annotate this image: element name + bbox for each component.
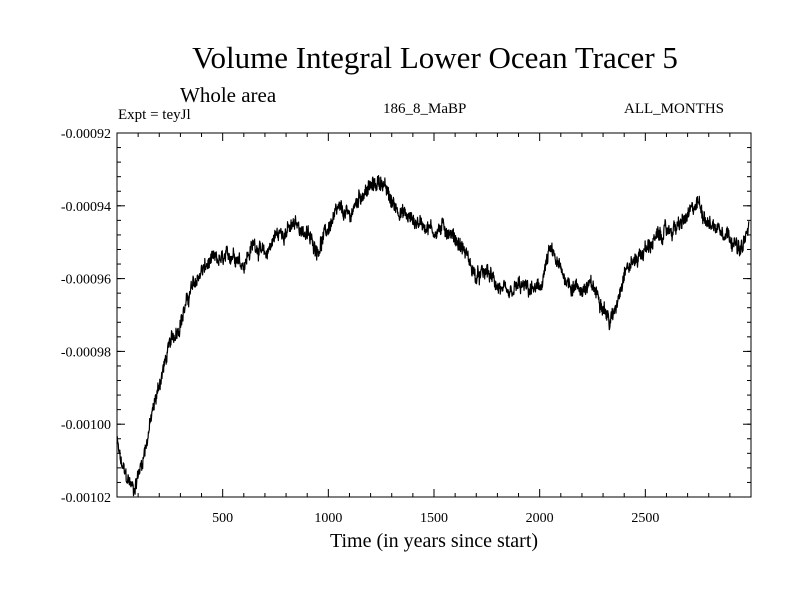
y-tick-label: -0.00098 [61, 345, 111, 360]
x-tick-label: 2000 [526, 511, 554, 526]
x-tick-label: 2500 [631, 511, 659, 526]
series-line-tracer-5 [116, 175, 750, 497]
y-tick-label: -0.00096 [61, 273, 111, 288]
x-axis: 500 1000 1500 2000 2500 [137, 133, 731, 526]
experiment-label: Expt = teyJl [118, 107, 191, 123]
chart-title: Volume Integral Lower Ocean Tracer 5 [192, 40, 678, 75]
y-tick-label: -0.00092 [61, 127, 111, 142]
y-tick-label: -0.00094 [61, 200, 111, 215]
chart-subtitle: Whole area [180, 83, 277, 107]
y-axis: -0.00092 -0.00094 -0.00096 -0.00098 -0.00100… [61, 127, 751, 506]
x-axis-label: Time (in years since start) [329, 530, 539, 552]
x-tick-label: 1000 [314, 511, 342, 526]
y-tick-label: -0.00102 [61, 491, 111, 506]
x-tick-label: 500 [212, 511, 233, 526]
months-label: ALL_MONTHS [624, 101, 724, 117]
y-tick-label: -0.00100 [61, 418, 111, 433]
plot-frame [116, 132, 752, 498]
run-label: 186_8_MaBP [383, 101, 467, 117]
x-tick-label: 1500 [420, 511, 448, 526]
